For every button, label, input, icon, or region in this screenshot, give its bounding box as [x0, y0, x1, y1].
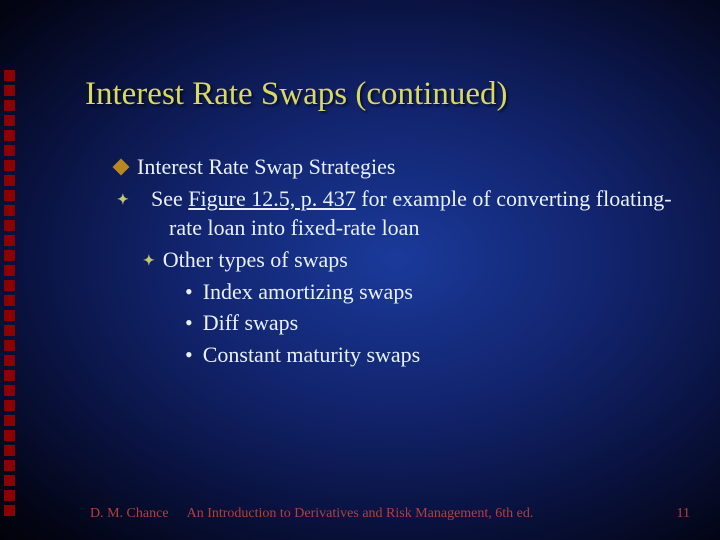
bullet-level2: ✦See Figure 12.5, p. 437 for example of … [143, 184, 675, 243]
left-marker-square [4, 295, 15, 306]
left-marker-square [4, 430, 15, 441]
left-marker-square [4, 325, 15, 336]
bullet-level3: • Constant maturity swaps [185, 340, 675, 370]
left-marker-square [4, 205, 15, 216]
left-marker-square [4, 400, 15, 411]
left-marker-square [4, 280, 15, 291]
bullet-level3: • Diff swaps [185, 308, 675, 338]
left-marker-square [4, 490, 15, 501]
left-marker-square [4, 475, 15, 486]
left-marker-square [4, 190, 15, 201]
left-marker-square [4, 145, 15, 156]
bullet-level2: ✦ Other types of swaps [143, 245, 675, 275]
left-marker-square [4, 460, 15, 471]
left-marker-square [4, 370, 15, 381]
left-marker-square [4, 100, 15, 111]
figure-link[interactable]: Figure 12.5, p. 437 [188, 186, 355, 211]
left-marker-square [4, 85, 15, 96]
bullet-l3c-text: Constant maturity swaps [203, 342, 421, 367]
left-marker-square [4, 415, 15, 426]
left-marker-square [4, 70, 15, 81]
left-marker-square [4, 235, 15, 246]
slide: Interest Rate Swaps (continued) Interest… [0, 0, 720, 540]
bullet-l3b-text: Diff swaps [203, 310, 299, 335]
bullet-l1-text: Interest Rate Swap Strategies [137, 154, 395, 179]
footer-page-number: 11 [677, 506, 690, 522]
bullet-l2a-pre: See [151, 186, 188, 211]
left-marker-square [4, 265, 15, 276]
footer-title: An Introduction to Derivatives and Risk … [0, 506, 720, 522]
left-marker-square [4, 385, 15, 396]
left-marker-square [4, 250, 15, 261]
left-marker-square [4, 445, 15, 456]
slide-body: Interest Rate Swap Strategies ✦See Figur… [115, 152, 675, 372]
left-marker-square [4, 355, 15, 366]
dot-bullet-icon: • [185, 340, 193, 370]
dot-bullet-icon: • [185, 308, 193, 338]
left-marker-square [4, 175, 15, 186]
sub-bullet-icon: ✦ [143, 251, 155, 270]
left-marker-square [4, 130, 15, 141]
left-marker-column [4, 70, 18, 520]
bullet-l3a-text: Index amortizing swaps [203, 279, 413, 304]
left-marker-square [4, 220, 15, 231]
bullet-level3: • Index amortizing swaps [185, 277, 675, 307]
left-marker-square [4, 340, 15, 351]
bullet-l2b-text: Other types of swaps [163, 247, 348, 272]
diamond-bullet-icon [113, 159, 130, 176]
slide-title: Interest Rate Swaps (continued) [85, 76, 507, 113]
left-marker-square [4, 310, 15, 321]
dot-bullet-icon: • [185, 277, 193, 307]
bullet-level1: Interest Rate Swap Strategies [115, 152, 675, 182]
left-marker-square [4, 160, 15, 171]
left-marker-square [4, 115, 15, 126]
